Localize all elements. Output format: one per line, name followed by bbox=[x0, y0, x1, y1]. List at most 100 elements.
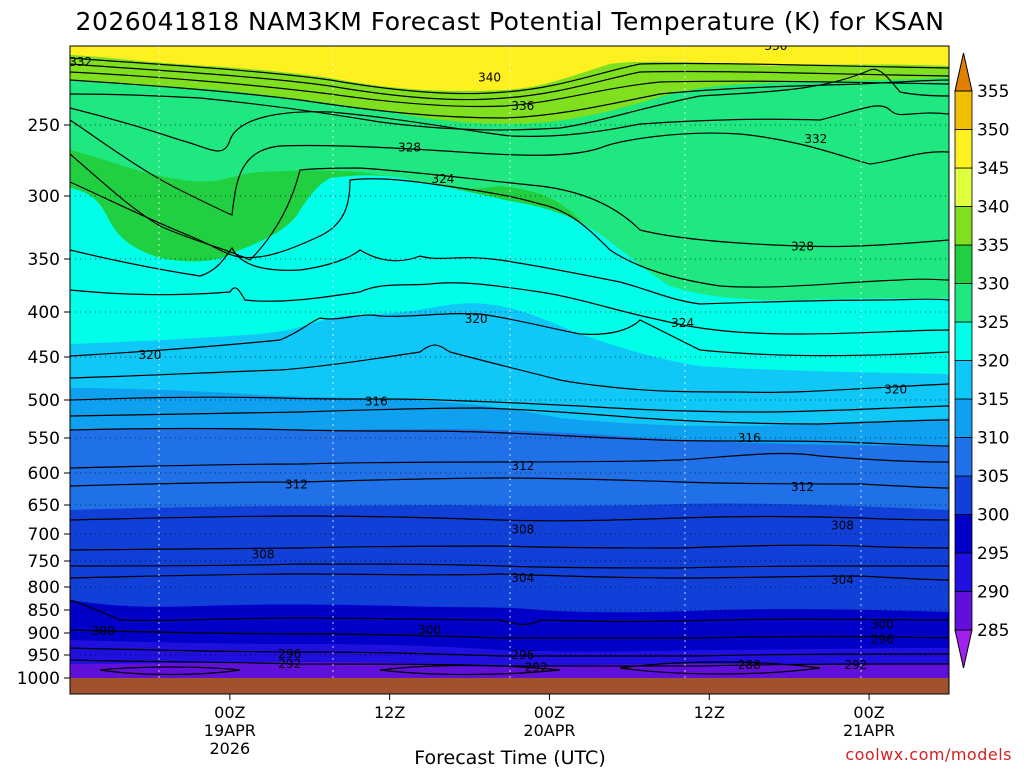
contour-label: 308 bbox=[511, 522, 534, 536]
colorbar-label: 290 bbox=[977, 583, 1009, 603]
plot-area: 332 340 336 336 328 332 324 328 324 320 320 320 316 3… bbox=[69, 39, 949, 678]
contour-label: 292 bbox=[525, 660, 548, 674]
x-tick-label: 00Z bbox=[214, 703, 245, 722]
y-tick-label: 400 bbox=[28, 303, 60, 323]
contour-label: 296 bbox=[511, 648, 534, 662]
x-tick-label: 19APR bbox=[204, 721, 256, 740]
x-axis-label: Forecast Time (UTC) bbox=[414, 747, 605, 768]
colorbar-swatch bbox=[954, 475, 973, 515]
colorbar-label: 305 bbox=[977, 467, 1009, 487]
contour-label: 328 bbox=[791, 239, 814, 253]
contour-label: 320 bbox=[465, 312, 488, 326]
colorbar-label: 350 bbox=[977, 121, 1009, 141]
credit-text[interactable]: coolwx.com/models bbox=[845, 745, 1012, 764]
contour-label: 288 bbox=[738, 658, 761, 672]
y-tick-label: 750 bbox=[28, 552, 60, 572]
chart-title: 2026041818 NAM3KM Forecast Potential Tem… bbox=[76, 7, 945, 36]
colorbar-swatch bbox=[954, 437, 973, 477]
y-tick-label: 450 bbox=[28, 348, 60, 368]
contour-label: 304 bbox=[511, 571, 534, 585]
contour-label: 320 bbox=[138, 348, 161, 362]
x-tick-label: 12Z bbox=[374, 703, 405, 722]
y-tick-label: 350 bbox=[28, 250, 60, 270]
contour-label: 316 bbox=[365, 395, 388, 409]
colorbar-swatch bbox=[954, 244, 973, 284]
band-335 bbox=[70, 78, 949, 303]
y-tick-label: 500 bbox=[28, 391, 60, 411]
y-tick-label: 1000 bbox=[17, 669, 60, 689]
x-tick-label: 20APR bbox=[523, 721, 575, 740]
contour-labels: 332 340 336 336 328 332 324 328 324 320 320 320 316 3… bbox=[69, 39, 907, 674]
contour-label: 332 bbox=[69, 55, 92, 69]
contour-label: 328 bbox=[398, 141, 421, 155]
contour-label: 320 bbox=[884, 383, 907, 397]
x-tick-label: 00Z bbox=[534, 703, 565, 722]
contour-label: 292 bbox=[844, 658, 867, 672]
y-tick-label: 250 bbox=[28, 116, 60, 136]
colorbar-swatch bbox=[954, 360, 973, 400]
colorbar-swatch bbox=[954, 90, 973, 130]
x-tick-label: 2026 bbox=[209, 739, 250, 758]
colorbar-label: 320 bbox=[977, 352, 1009, 372]
colorbar-swatch bbox=[954, 283, 973, 323]
colorbar-label: 340 bbox=[977, 198, 1009, 218]
colorbar-bottom-arrow bbox=[954, 629, 973, 669]
colorbar: 285 290 295 300 305 310 315 320 325 330 335 340 345 3… bbox=[954, 52, 1009, 669]
ground-strip bbox=[70, 678, 949, 694]
y-tick-label: 550 bbox=[28, 429, 60, 449]
y-tick-label: 850 bbox=[28, 601, 60, 621]
y-tick-label: 800 bbox=[28, 578, 60, 598]
contour-label: 300 bbox=[92, 624, 115, 638]
contour-label: 336 bbox=[511, 99, 534, 113]
band-345 bbox=[70, 46, 949, 92]
colorbar-label: 300 bbox=[977, 506, 1009, 526]
y-axis: 250 300 350 400 450 500 550 600 650 700 750 800 850 9… bbox=[17, 116, 70, 689]
plot-frame bbox=[69, 45, 950, 695]
contour-label: 296 bbox=[871, 633, 894, 647]
y-tick-label: 300 bbox=[28, 187, 60, 207]
x-tick-label: 00Z bbox=[853, 703, 884, 722]
y-tick-label: 650 bbox=[28, 496, 60, 516]
contour-label: 300 bbox=[871, 618, 894, 632]
colorbar-swatch bbox=[954, 591, 973, 631]
y-tick-label: 950 bbox=[28, 646, 60, 666]
y-tick-label: 900 bbox=[28, 624, 60, 644]
contour-label: 336 bbox=[764, 39, 787, 53]
colorbar-swatch bbox=[954, 514, 973, 554]
contour-label: 304 bbox=[831, 573, 854, 587]
colorbar-swatch bbox=[954, 129, 973, 169]
contour-label: 316 bbox=[738, 431, 761, 445]
colorbar-swatch bbox=[954, 552, 973, 592]
x-tick-label: 21APR bbox=[843, 721, 895, 740]
contour-label: 308 bbox=[252, 548, 275, 562]
contour-label: 296 bbox=[278, 647, 301, 661]
contour-label: 332 bbox=[804, 132, 827, 146]
contour-label: 300 bbox=[418, 623, 441, 637]
colorbar-swatch bbox=[954, 206, 973, 246]
colorbar-label: 345 bbox=[977, 159, 1009, 179]
contour-label: 292 bbox=[278, 657, 301, 671]
contour-lines bbox=[70, 57, 949, 676]
colorbar-swatch bbox=[954, 398, 973, 438]
colorbar-label: 295 bbox=[977, 544, 1009, 564]
colorbar-swatch bbox=[954, 321, 973, 361]
colorbar-swatch bbox=[954, 167, 973, 207]
contour-label: 312 bbox=[791, 480, 814, 494]
colorbar-label: 285 bbox=[977, 621, 1009, 641]
y-tick-label: 600 bbox=[28, 464, 60, 484]
contour-label: 308 bbox=[831, 518, 854, 532]
colorbar-label: 330 bbox=[977, 275, 1009, 295]
y-tick-label: 700 bbox=[28, 525, 60, 545]
colorbar-label: 310 bbox=[977, 429, 1009, 449]
colorbar-label: 335 bbox=[977, 236, 1009, 256]
contour-label: 312 bbox=[511, 459, 534, 473]
x-tick-label: 12Z bbox=[694, 703, 725, 722]
colorbar-label: 315 bbox=[977, 390, 1009, 410]
contour-label: 324 bbox=[671, 316, 694, 330]
colorbar-label: 355 bbox=[977, 82, 1009, 102]
colorbar-top-arrow bbox=[954, 52, 973, 92]
contour-label: 324 bbox=[431, 172, 454, 186]
colorbar-label: 325 bbox=[977, 313, 1009, 333]
contour-label: 340 bbox=[478, 71, 501, 85]
